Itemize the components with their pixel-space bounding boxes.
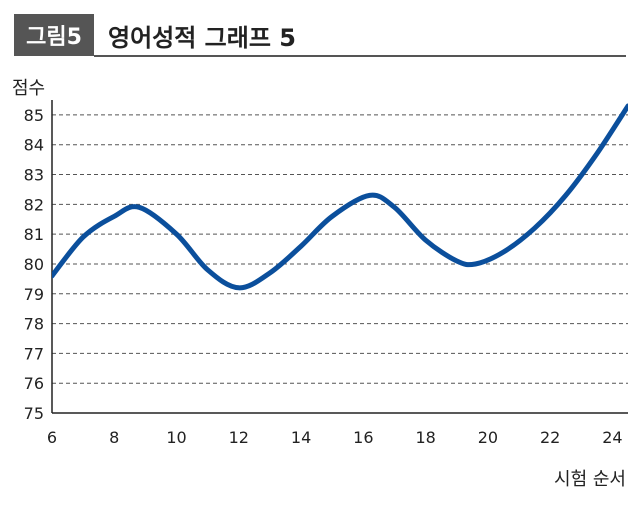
y-tick-label: 76	[24, 374, 44, 393]
axes	[51, 100, 628, 414]
y-axis-title: 점수	[12, 78, 45, 99]
grid-lines	[52, 114, 628, 384]
y-tick-label: 82	[24, 195, 44, 214]
x-tick-label: 8	[109, 428, 119, 447]
x-tick-label: 16	[353, 428, 373, 447]
figure-badge-label: 그림5	[26, 25, 82, 50]
x-tick-label: 22	[540, 428, 560, 447]
x-tick-label: 12	[229, 428, 249, 447]
chart-title: 영어성적 그래프 5	[108, 24, 296, 52]
x-tick-label: 10	[166, 428, 186, 447]
x-tick-label: 24	[602, 428, 622, 447]
y-tick-labels: 75 76 77 78 79 80 81 82 83 84 85	[24, 106, 44, 423]
y-tick-label: 81	[24, 225, 44, 244]
x-axis-title: 시험 순서	[554, 469, 626, 490]
y-tick-label: 85	[24, 106, 44, 125]
y-tick-label: 84	[24, 136, 44, 155]
series-layer	[52, 103, 628, 291]
x-tick-label: 14	[291, 428, 311, 447]
x-tick-labels: 6 8 10 12 14 16 18 20 22 24	[47, 428, 623, 447]
x-tick-label: 18	[415, 428, 435, 447]
y-tick-label: 80	[24, 255, 44, 274]
x-tick-label: 20	[478, 428, 498, 447]
series-line	[52, 103, 628, 291]
y-tick-label: 83	[24, 166, 44, 185]
x-tick-label: 6	[47, 428, 57, 447]
y-tick-label: 78	[24, 315, 44, 334]
y-tick-label: 79	[24, 285, 44, 304]
y-tick-label: 77	[24, 344, 44, 363]
y-tick-label: 75	[24, 404, 44, 423]
figure-badge	[14, 14, 94, 56]
